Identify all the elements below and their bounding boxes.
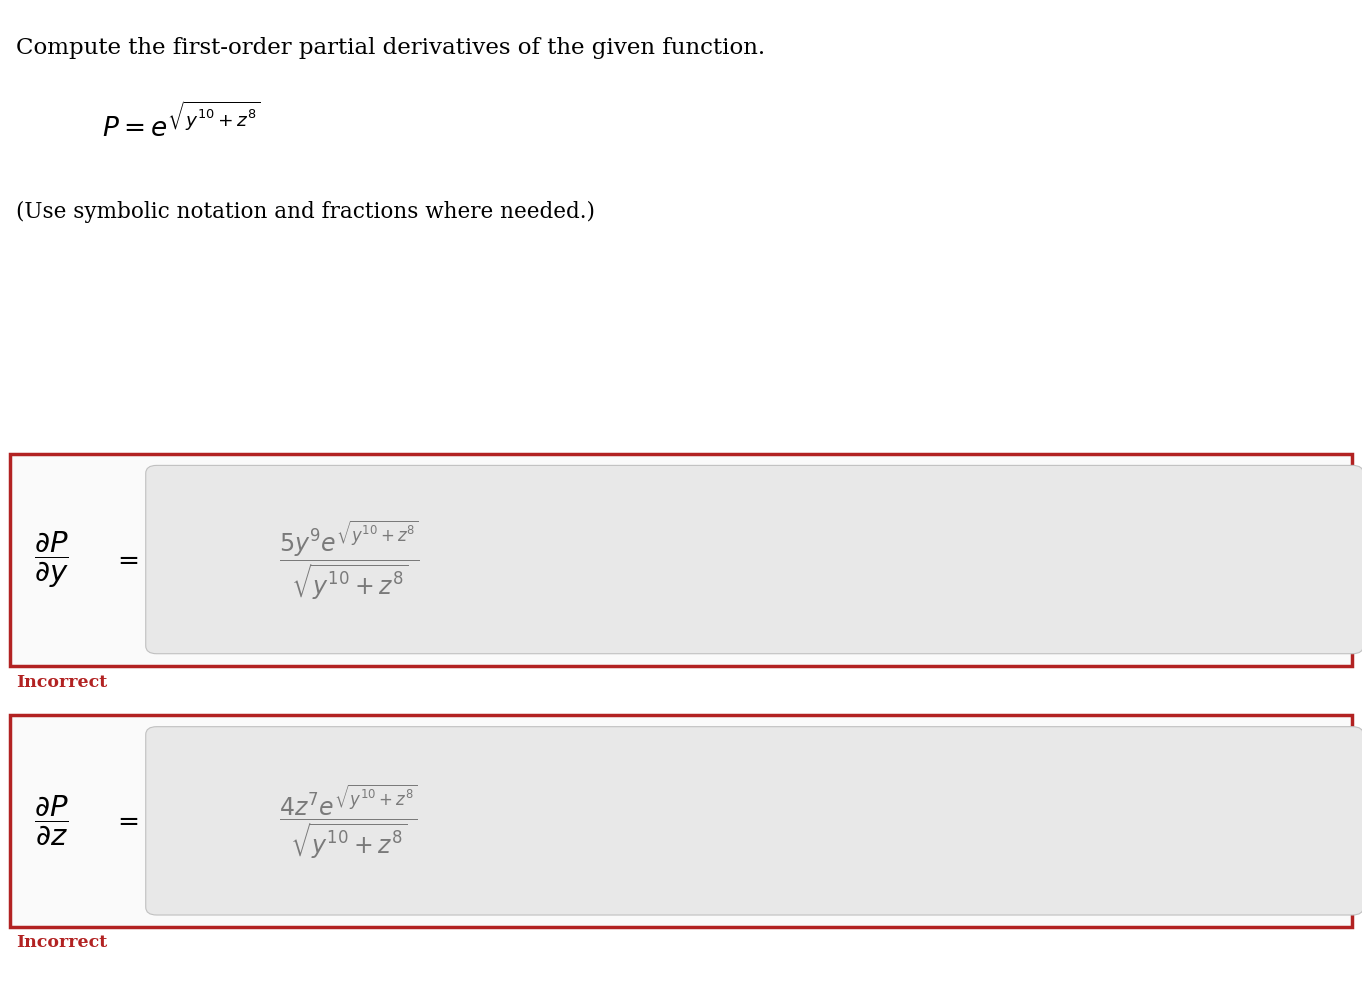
FancyBboxPatch shape bbox=[146, 465, 1362, 654]
Text: Compute the first-order partial derivatives of the given function.: Compute the first-order partial derivati… bbox=[16, 37, 765, 59]
Text: (Use symbolic notation and fractions where needed.): (Use symbolic notation and fractions whe… bbox=[16, 201, 595, 223]
Text: Incorrect: Incorrect bbox=[16, 934, 108, 951]
Text: $\dfrac{4z^7 e^{\sqrt{y^{10}+z^8}}}{\sqrt{y^{10}+z^8}}$: $\dfrac{4z^7 e^{\sqrt{y^{10}+z^8}}}{\sqr… bbox=[279, 782, 418, 861]
FancyBboxPatch shape bbox=[10, 454, 1352, 666]
Text: $\mathit{P} = e^{\sqrt{y^{10}+z^8}}$: $\mathit{P} = e^{\sqrt{y^{10}+z^8}}$ bbox=[102, 104, 260, 143]
FancyBboxPatch shape bbox=[10, 715, 1352, 927]
Text: $=$: $=$ bbox=[112, 547, 139, 573]
Text: $=$: $=$ bbox=[112, 809, 139, 834]
Text: Incorrect: Incorrect bbox=[16, 673, 108, 691]
Text: $\dfrac{5y^9 e^{\sqrt{y^{10}+z^8}}}{\sqrt{y^{10}+z^8}}$: $\dfrac{5y^9 e^{\sqrt{y^{10}+z^8}}}{\sqr… bbox=[279, 519, 419, 601]
Text: $\dfrac{\partial P}{\partial z}$: $\dfrac{\partial P}{\partial z}$ bbox=[34, 795, 69, 848]
Text: $\dfrac{\partial P}{\partial y}$: $\dfrac{\partial P}{\partial y}$ bbox=[34, 530, 69, 590]
FancyBboxPatch shape bbox=[146, 727, 1362, 915]
